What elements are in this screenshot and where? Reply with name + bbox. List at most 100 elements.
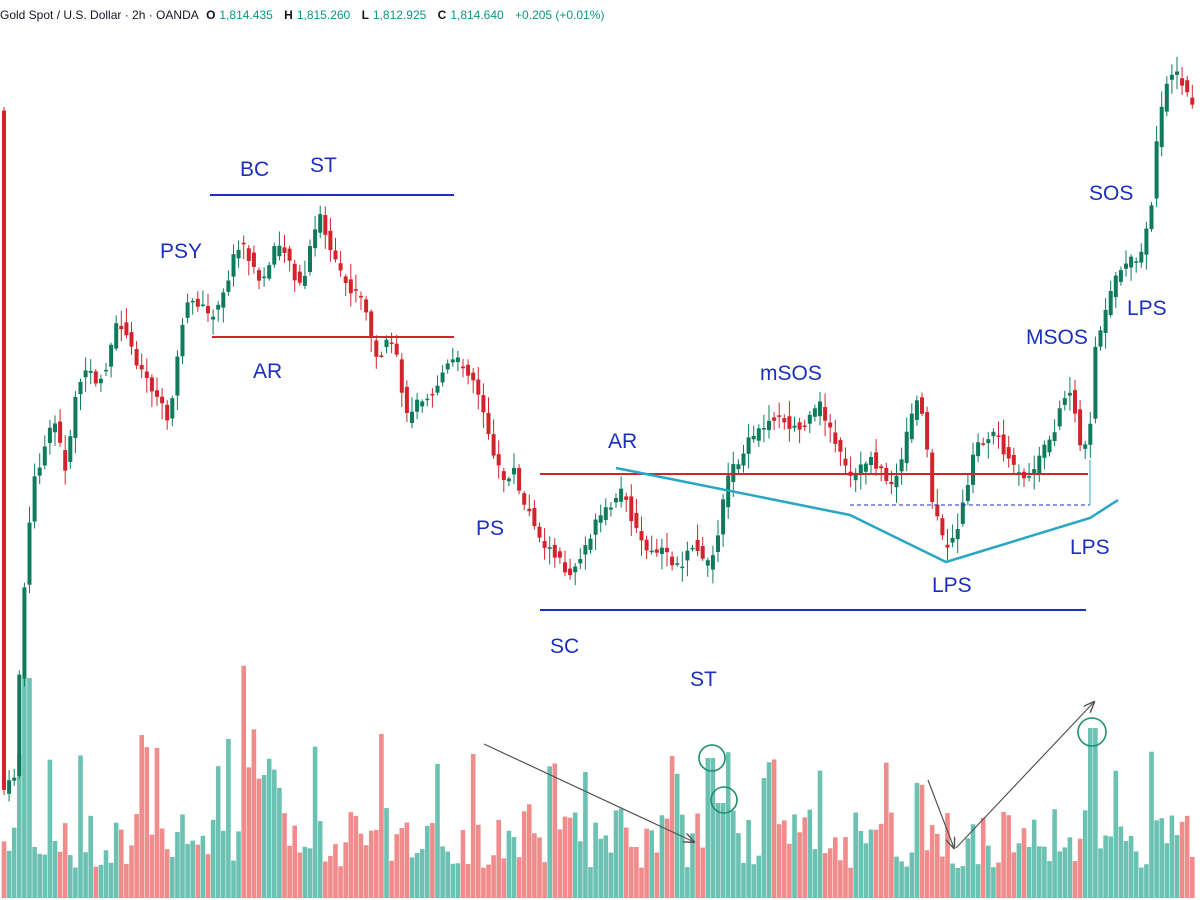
volume-bar [792, 814, 797, 898]
candle [1144, 221, 1149, 270]
volume-bar [389, 860, 394, 898]
candle [894, 463, 899, 503]
volume-bar [419, 849, 425, 898]
candle [435, 375, 440, 396]
volume-bar [904, 866, 909, 898]
volume-bar [430, 822, 435, 898]
open-key: O [206, 8, 216, 22]
volume-bar [261, 775, 267, 898]
volume-bar [960, 866, 966, 898]
volume-bar [634, 846, 639, 898]
volume-bar [149, 834, 155, 898]
candle [976, 433, 981, 463]
candle [313, 215, 318, 257]
volume-bar [455, 863, 461, 898]
volume-bar [873, 829, 879, 898]
volume-bar [282, 813, 287, 898]
candle [578, 548, 583, 569]
volume-bar [878, 823, 884, 898]
candle [450, 347, 455, 367]
volume-bar [287, 845, 292, 898]
candle [634, 498, 639, 534]
volume-arrow-up [955, 702, 1094, 849]
volume-bar [170, 856, 175, 898]
candle [797, 417, 802, 444]
wyckoff-labels: PSY BC ST AR PS SC ST AR mSOS LPS LPS MSOS SOS LPS [160, 154, 1167, 691]
candle [246, 245, 251, 276]
volume-bar [1164, 843, 1170, 898]
volume-bar [527, 804, 532, 898]
volume-bar [766, 762, 772, 898]
volume-bar [858, 830, 864, 898]
volume-bar [659, 815, 665, 898]
candle [848, 456, 853, 488]
volume-bar [119, 829, 124, 898]
candle [1139, 243, 1144, 268]
wyckoff-label: MSOS [1026, 326, 1088, 349]
candle [445, 359, 450, 374]
volume-bar [884, 762, 889, 898]
candle [471, 367, 476, 394]
candle [823, 393, 828, 437]
volume-bar [1144, 864, 1149, 898]
volume-bar [914, 782, 920, 898]
candle [552, 538, 557, 568]
volume-bar [1179, 821, 1185, 898]
volume-bar [78, 755, 83, 898]
candle [180, 318, 185, 365]
volume-bar [205, 854, 211, 898]
candle [736, 459, 741, 474]
candle [139, 353, 144, 378]
candle [78, 378, 83, 411]
volume-bar [965, 838, 971, 898]
candle [323, 206, 328, 249]
wyckoff-label: SC [550, 635, 579, 658]
volume-arrow-down [483, 743, 694, 842]
volume-bar [73, 867, 78, 898]
candle [614, 493, 618, 509]
candle [649, 535, 654, 555]
st-volume-circle [698, 744, 726, 772]
volume-bar [374, 829, 379, 898]
candle [670, 551, 675, 571]
candle [1083, 440, 1088, 460]
volume-bar [292, 825, 297, 898]
volume-bar [578, 841, 583, 898]
candle [364, 296, 369, 321]
volume-bar [797, 832, 802, 898]
volume-bar [950, 863, 955, 898]
change-value: +0.205 (+0.01%) [515, 8, 605, 22]
volume-bar [1077, 838, 1083, 898]
candle [379, 351, 384, 358]
volume-bar [572, 812, 578, 898]
candle [608, 502, 613, 517]
volume-bar [501, 858, 507, 898]
candle [593, 513, 598, 551]
volume-bar [185, 843, 190, 898]
candle [1001, 419, 1006, 462]
volume-bars [1, 665, 1195, 898]
volume-bar [1169, 815, 1175, 898]
candle [1149, 201, 1154, 232]
volume-bar [654, 852, 660, 898]
volume-bar [761, 778, 767, 898]
volume-bar [394, 834, 399, 898]
volume-bar [1026, 846, 1032, 898]
volume-bar [986, 845, 991, 898]
candle [675, 556, 680, 567]
candle [563, 550, 567, 577]
candle [7, 770, 12, 802]
candle [297, 265, 302, 286]
volume-bar [277, 787, 282, 898]
candle [960, 489, 965, 527]
volume-bar [317, 821, 323, 898]
candle [818, 392, 822, 426]
volume-bar [741, 862, 746, 898]
candle [415, 392, 420, 420]
candle [517, 464, 522, 495]
candle [496, 440, 501, 479]
candlesticks [2, 56, 1195, 802]
candle [58, 409, 63, 447]
volume-bar [894, 856, 899, 898]
